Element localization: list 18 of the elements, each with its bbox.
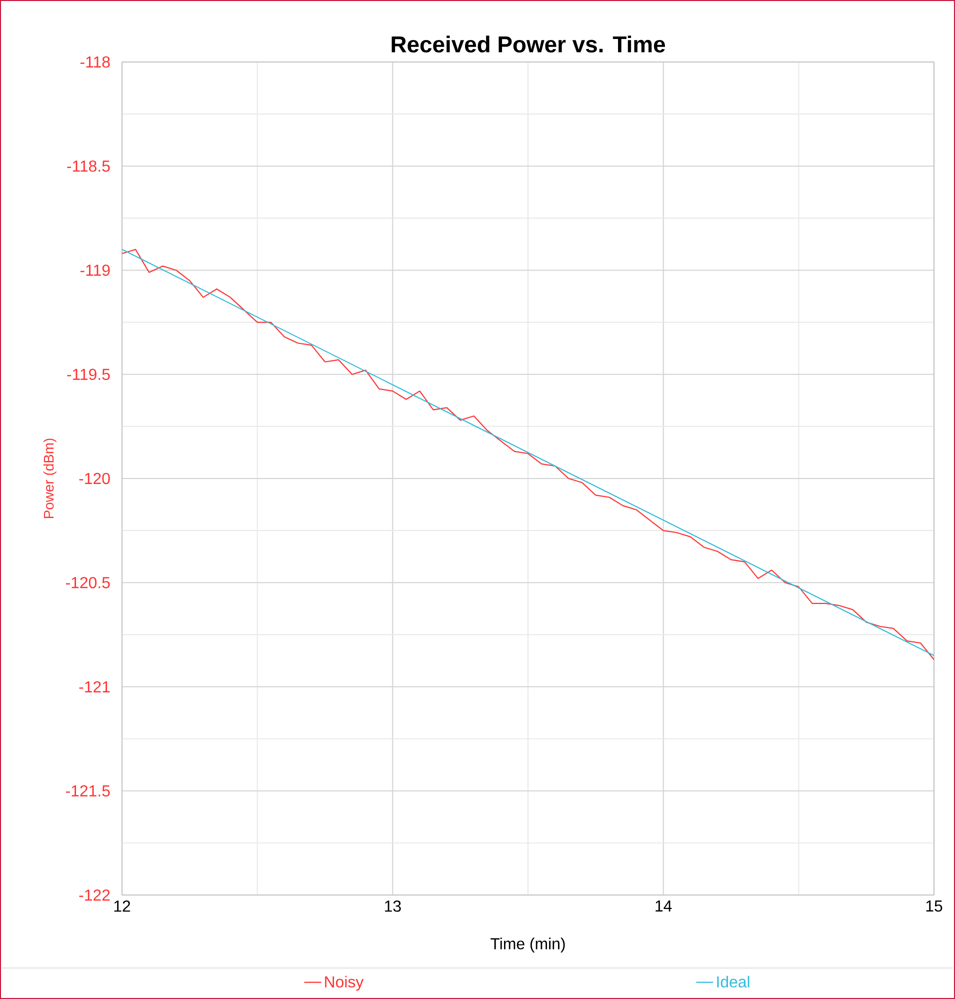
chart-title: Received Power vs. Time [392, 36, 666, 52]
x-tick-label: 14 [656, 900, 672, 912]
x-tick-label: 15 [926, 900, 942, 912]
y-tick-label: -120.5 [66, 576, 110, 588]
y-tick-label: -121.5 [66, 785, 110, 797]
y-tick-label: -118.5 [67, 160, 110, 172]
y-tick-label: -121 [79, 681, 110, 692]
y-tick-label: -119 [80, 264, 110, 276]
legend-label: Ideal [717, 976, 750, 988]
x-axis-title: Time (min) [490, 938, 565, 952]
y-axis-title: Power (dBm) [43, 438, 56, 518]
x-tick-label: 13 [385, 900, 401, 912]
x-tick-label: 12 [114, 900, 130, 912]
legend-label: Noisy [325, 976, 364, 991]
y-tick-label: -122 [79, 889, 110, 901]
y-tick-label: -118 [80, 56, 110, 68]
y-tick-label: -120 [79, 472, 110, 484]
y-tick-label: -119.5 [67, 368, 110, 380]
